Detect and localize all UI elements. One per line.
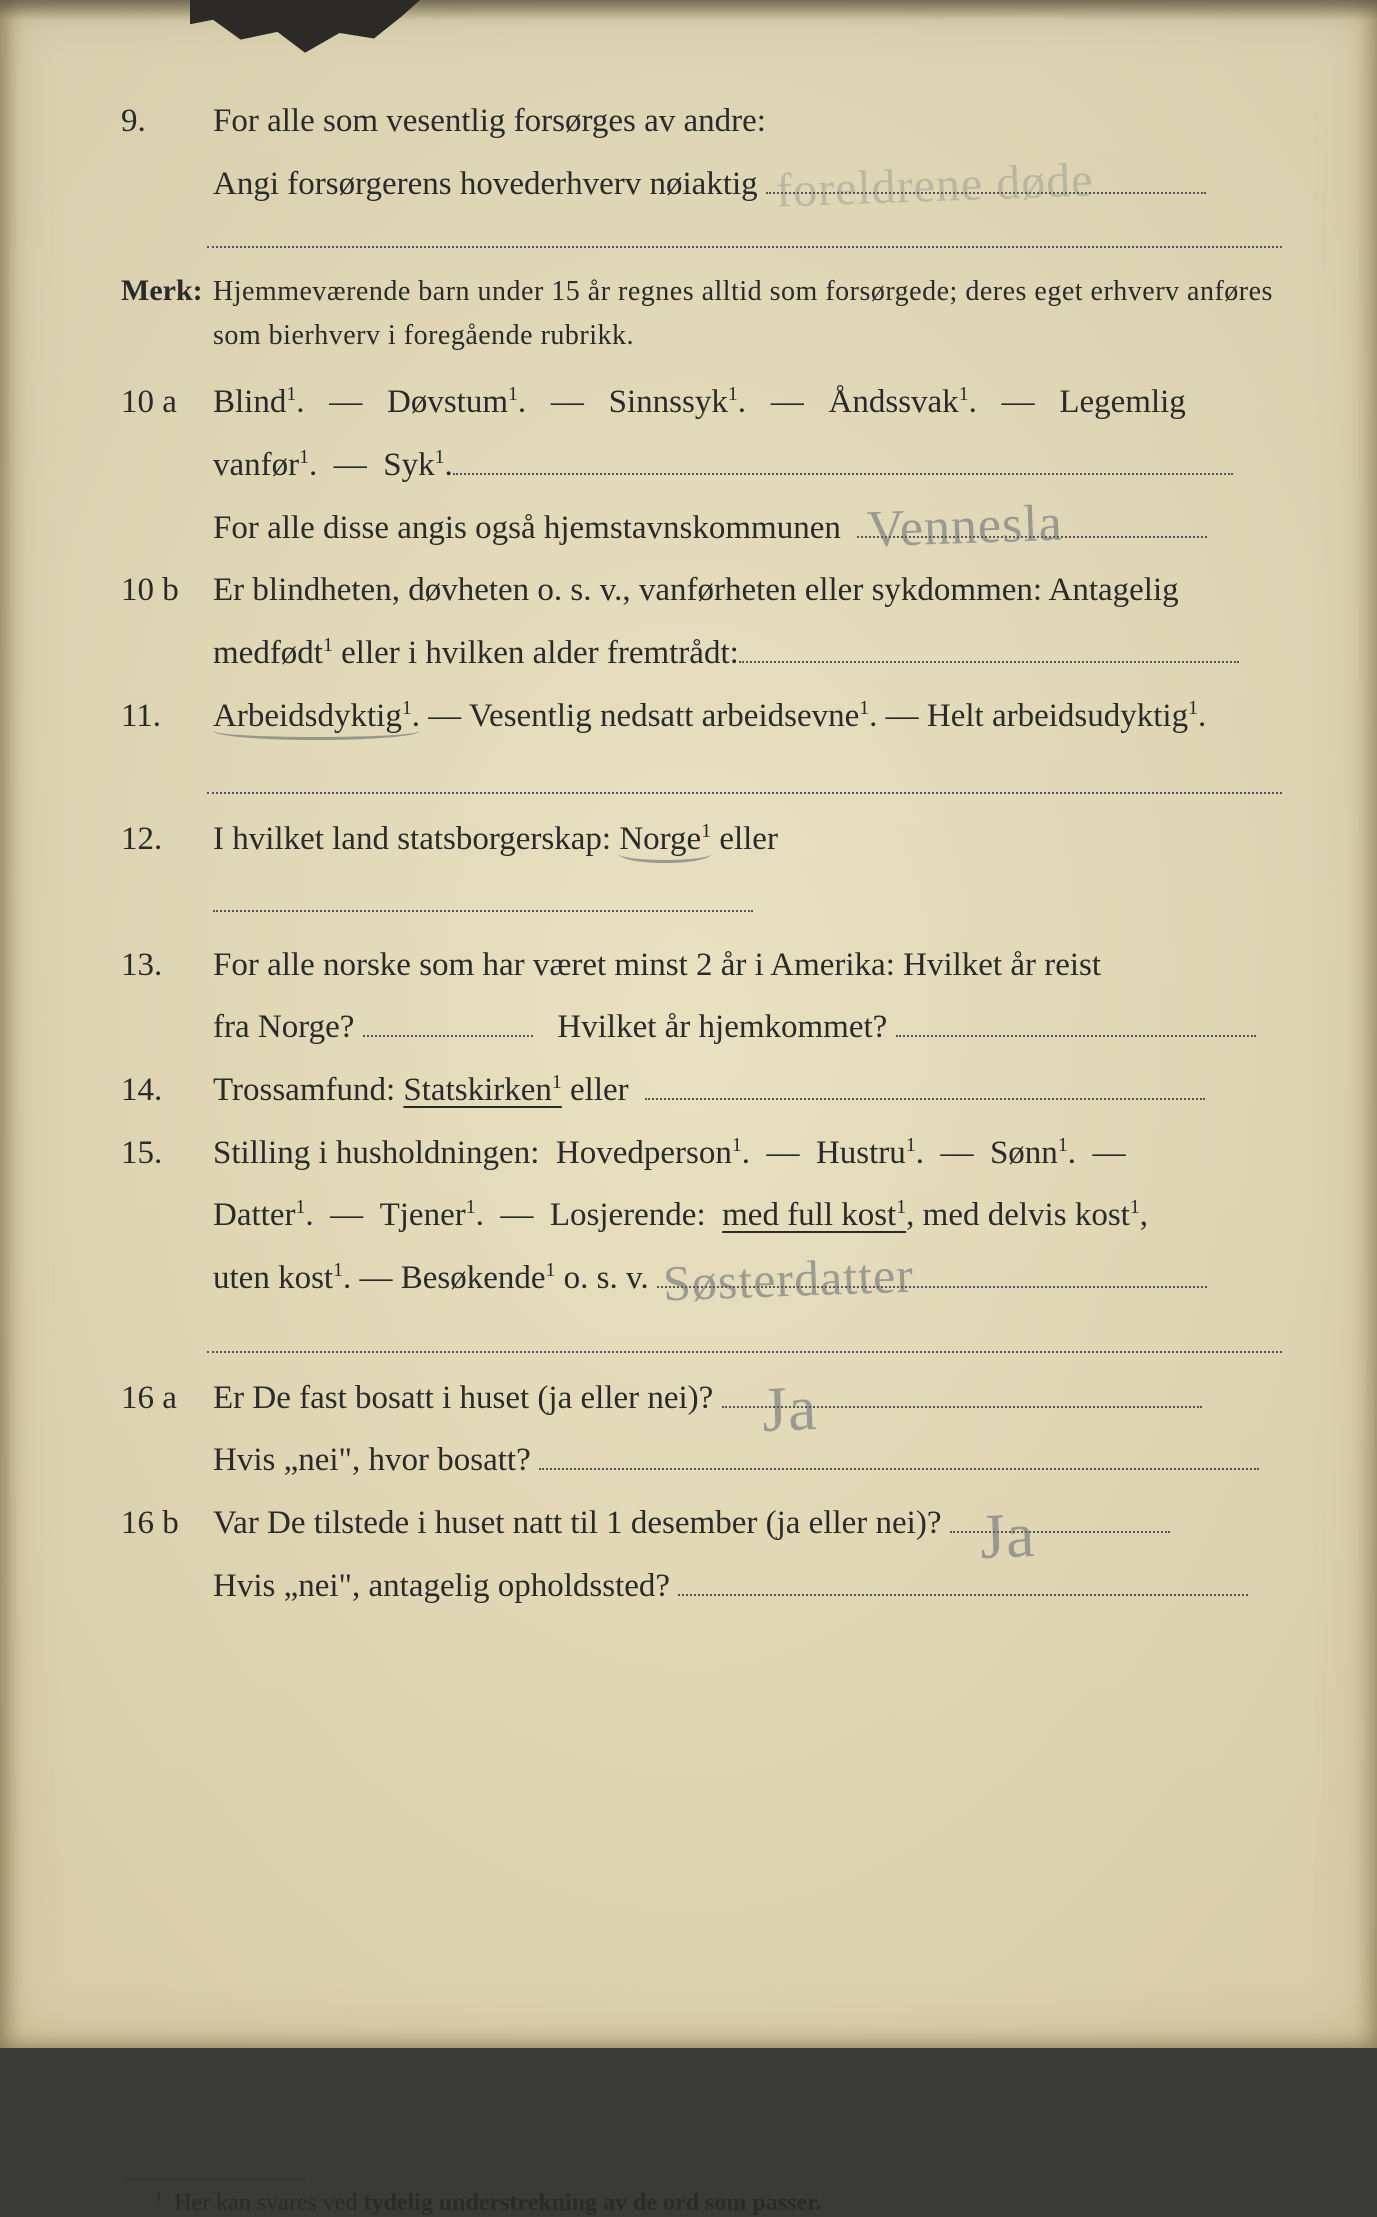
census-form-page: 9. For alle som vesentlig forsørges av a… [0, 0, 1377, 2048]
q9-row1: 9. For alle som vesentlig forsørges av a… [115, 90, 1282, 153]
q16a-fill2[interactable] [539, 1439, 1259, 1471]
q13-num: 13. [115, 934, 213, 997]
q16b-row2: Hvis „nei", antagelig opholdssted? [115, 1555, 1282, 1618]
footnote-bold: tydelig understrekning av de ord som pas… [363, 2190, 821, 2216]
merk-row: Merk: Hjemmeværende barn under 15 år reg… [115, 262, 1282, 357]
q13-fill1[interactable] [363, 1006, 533, 1038]
q10a-text3: For alle disse angis også hjemstavnskomm… [213, 497, 1282, 560]
q10a-label3: For alle disse angis også hjemstavnskomm… [213, 510, 841, 546]
q14-pre: Trossamfund: [213, 1072, 403, 1108]
q16b-num: 16 b [115, 1492, 213, 1555]
q9-fill[interactable]: foreldrene døde [766, 162, 1206, 194]
q10a-num: 10 a [115, 371, 213, 434]
q16b-text2: Hvis „nei", antagelig opholdssted? [213, 1555, 1282, 1618]
q12-pre: I hvilket land statsborgerskap: [213, 821, 619, 857]
q10b-row2: medfødt1 eller i hvilken alder fremtrådt… [115, 622, 1282, 685]
q9-row2: Angi forsørgerens hovederhverv nøiaktig … [115, 153, 1282, 216]
q9-label: Angi forsørgerens hovederhverv nøiaktig [213, 166, 758, 202]
q9-num: 9. [115, 90, 213, 153]
q14-fill[interactable] [645, 1068, 1205, 1100]
q10a-fill1[interactable] [453, 443, 1233, 475]
footnote-sup: 1 [155, 2189, 162, 2205]
q16b-fill1[interactable]: Ja [950, 1501, 1170, 1533]
q12-post: eller [719, 821, 778, 857]
q16a-row1: 16 a Er De fast bosatt i huset (ja eller… [115, 1367, 1282, 1430]
q10b-text1: Er blindheten, døvheten o. s. v., vanfør… [213, 559, 1282, 622]
q12-fill[interactable] [213, 880, 753, 912]
q11-underlined: Arbeidsdyktig1. [213, 698, 420, 734]
torn-notch [190, 0, 420, 55]
q10b-fill[interactable] [739, 631, 1239, 663]
q9-handwritten: foreldrene døde [774, 134, 1095, 236]
q15-row3: uten kost1. — Besøkende1 o. s. v. Søster… [115, 1247, 1282, 1310]
q15-text3: uten kost1. — Besøkende1 o. s. v. Søster… [213, 1247, 1282, 1310]
q10a-row1: 10 a Blind1. — Døvstum1. — Sinnssyk1. — … [115, 371, 1282, 434]
q11-dotline [207, 791, 1282, 794]
q10a-text2: vanfør1. — Syk1. [213, 434, 1282, 497]
q10b-text2: medfødt1 eller i hvilken alder fremtrådt… [213, 622, 1282, 685]
q16a-fill1[interactable]: Ja [722, 1376, 1202, 1408]
q14-post: eller [570, 1072, 629, 1108]
q16b-row1: 16 b Var De tilstede i huset natt til 1 … [115, 1492, 1282, 1555]
q11-row: 11. Arbeidsdyktig1. — Vesentlig nedsatt … [115, 685, 1282, 748]
q15-dotline [207, 1350, 1282, 1353]
q12-num: 12. [115, 808, 213, 871]
q9-dotline [207, 245, 1282, 248]
q10b-row1: 10 b Er blindheten, døvheten o. s. v., v… [115, 559, 1282, 622]
q15-num: 15. [115, 1122, 213, 1185]
footnote: 1 Her kan svares ved tydelig understrekn… [155, 2190, 1282, 2217]
q16a-l2: Hvis „nei", hvor bosatt? [213, 1442, 531, 1478]
q11-num: 11. [115, 685, 213, 748]
q12-text: I hvilket land statsborgerskap: Norge1 e… [213, 808, 1282, 933]
q16b-l1: Var De tilstede i huset natt til 1 desem… [213, 1505, 941, 1541]
q9-text2: Angi forsørgerens hovederhverv nøiaktig … [213, 153, 1282, 216]
q16b-fill2[interactable] [678, 1564, 1248, 1596]
q15-row1: 15. Stilling i husholdningen: Hovedperso… [115, 1122, 1282, 1185]
footnote-rule [125, 2178, 305, 2180]
q11-text: Arbeidsdyktig1. — Vesentlig nedsatt arbe… [213, 685, 1282, 748]
merk-label: Merk: [115, 262, 213, 319]
q14-statskirken: Statskirken1 [403, 1072, 561, 1108]
q14-num: 14. [115, 1059, 213, 1122]
q16b-text1: Var De tilstede i huset natt til 1 desem… [213, 1492, 1282, 1555]
q13-text2: fra Norge? Hvilket år hjemkommet? [213, 996, 1282, 1059]
q10a-text1: Blind1. — Døvstum1. — Sinnssyk1. — Åndss… [213, 371, 1282, 434]
q13-l2a: fra Norge? [213, 1009, 354, 1045]
footnote-plain: Her kan svares ved [174, 2190, 363, 2216]
q16a-l1: Er De fast bosatt i huset (ja eller nei)… [213, 1380, 713, 1416]
q16a-row2: Hvis „nei", hvor bosatt? [115, 1429, 1282, 1492]
q10b-num: 10 b [115, 559, 213, 622]
q12-row: 12. I hvilket land statsborgerskap: Norg… [115, 808, 1282, 933]
q15-text1: Stilling i husholdningen: Hovedperson1. … [213, 1122, 1282, 1185]
q13-l2b: Hvilket år hjemkommet? [557, 1009, 887, 1045]
q13-row2: fra Norge? Hvilket år hjemkommet? [115, 996, 1282, 1059]
q14-text: Trossamfund: Statskirken1 eller [213, 1059, 1282, 1122]
q16a-text1: Er De fast bosatt i huset (ja eller nei)… [213, 1367, 1282, 1430]
q9-text1: For alle som vesentlig forsørges av andr… [213, 90, 1282, 153]
q15-handwritten: Søsterdatter [661, 1228, 915, 1332]
q16a-text2: Hvis „nei", hvor bosatt? [213, 1429, 1282, 1492]
q13-text1: For alle norske som har været minst 2 år… [213, 934, 1282, 997]
q10a-fill2[interactable]: Vennesla [857, 506, 1207, 538]
q13-row1: 13. For alle norske som har været minst … [115, 934, 1282, 997]
q10a-row2: vanfør1. — Syk1. [115, 434, 1282, 497]
q13-fill2[interactable] [896, 1006, 1256, 1038]
q10a-row3: For alle disse angis også hjemstavnskomm… [115, 497, 1282, 560]
q12-norge: Norge1 [619, 821, 711, 857]
q16a-num: 16 a [115, 1367, 213, 1430]
q16b-l2: Hvis „nei", antagelig opholdssted? [213, 1568, 670, 1604]
q15-fill[interactable]: Søsterdatter [657, 1256, 1207, 1288]
merk-text: Hjemmeværende barn under 15 år regnes al… [213, 270, 1282, 357]
q14-row: 14. Trossamfund: Statskirken1 eller [115, 1059, 1282, 1122]
